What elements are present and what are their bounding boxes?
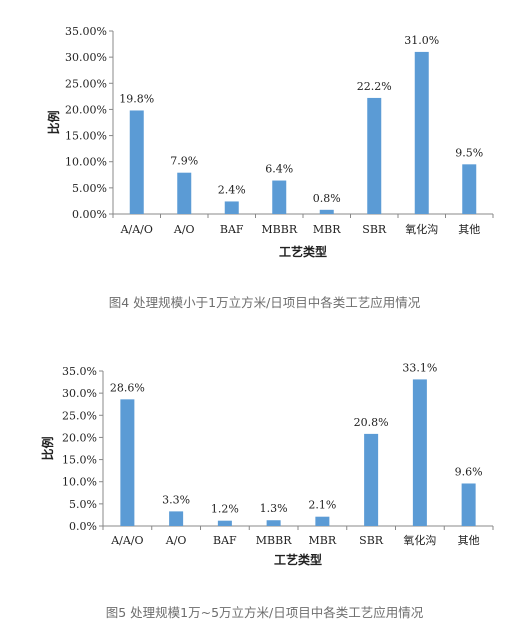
data-label: 1.3% [260,502,288,515]
bar [120,399,135,526]
data-label: 7.9% [170,155,198,168]
x-tick-label: MBR [309,534,337,547]
data-label: 9.5% [455,146,483,159]
bar [177,172,192,214]
bar [367,97,382,214]
y-axis-title: 比例 [46,110,61,134]
y-tick-label: 10.0% [62,476,97,489]
bar [412,379,427,526]
data-label: 3.3% [162,493,190,506]
data-label: 28.6% [110,381,145,394]
chart-figure-5: 0.0% 5.0% 10.0% 15.0% 20.0% 25.0% 30.0% 35.0% 28… [0,348,529,636]
x-tick-label: BAF [220,223,244,236]
bar [315,516,330,526]
data-label: 33.1% [402,361,437,374]
y-tick-label: 15.00% [65,130,107,143]
y-tick-label: 5.0% [69,498,97,511]
y-tick-label: 0.00% [72,208,107,221]
bar [461,483,476,526]
y-tick-label: 5.00% [72,182,107,195]
bar [169,511,184,526]
x-tick-label: 氧化沟 [405,222,438,236]
bar [462,164,477,214]
y-tick-label: 25.0% [62,409,97,422]
y-tick-label: 35.0% [62,365,97,378]
x-tick-label: SBR [362,223,387,236]
data-label: 22.2% [357,80,392,93]
x-tick-label: A/O [173,223,195,236]
x-tick-label: SBR [359,534,384,547]
y-tick-label: 20.0% [62,431,97,444]
y-tick-label: 30.0% [62,387,97,400]
data-label: 1.2% [211,503,239,516]
y-axis-title: 比例 [40,436,55,460]
bar [224,201,239,214]
y-tick-label: 10.00% [65,156,107,169]
bar [414,51,429,214]
data-label: 31.0% [404,34,439,47]
y-tick-label: 15.0% [62,454,97,467]
x-tick-label: MBBR [261,223,297,236]
data-label: 19.8% [119,92,154,105]
bar [129,110,144,214]
bar [266,520,281,526]
x-axis-title: 工艺类型 [274,552,322,567]
figure-caption: 图4 处理规模小于1万立方米/日项目中各类工艺应用情况 [108,295,421,310]
x-tick-label: BAF [213,534,237,547]
x-tick-label: 氧化沟 [403,533,436,547]
bar [272,180,287,214]
data-label: 6.4% [265,163,293,176]
bar-chart-4: 0.00% 5.00% 10.00% 15.00% 20.00% 25.00% 30.00%… [46,25,494,259]
y-tick-label: 20.00% [65,103,107,116]
data-label: 2.4% [218,183,246,196]
x-tick-label: MBR [313,223,341,236]
x-tick-label: A/A/O [110,534,143,547]
y-tick-label: 0.0% [69,520,97,533]
data-label: 2.1% [308,499,336,512]
data-label: 0.8% [313,192,341,205]
chart-figure-4: 0.00% 5.00% 10.00% 15.00% 20.00% 25.00% 30.00%… [46,25,494,310]
x-tick-label: 其他 [458,534,480,547]
data-label: 20.8% [354,416,389,429]
bar-chart-5: 0.0% 5.0% 10.0% 15.0% 20.0% 25.0% 30.0% 35.0% 28… [40,361,494,567]
y-tick-label: 35.00% [65,25,107,38]
x-tick-label: MBBR [256,534,292,547]
bar [364,433,379,526]
y-tick-label: 25.00% [65,77,107,90]
x-tick-label: A/O [165,534,187,547]
figure-caption: 图5 处理规模1万~5万立方米/日项目中各类工艺应用情况 [105,605,424,620]
bar [319,209,334,214]
y-tick-label: 30.00% [65,51,107,64]
data-label: 9.6% [455,465,483,478]
x-tick-label: A/A/O [120,223,153,236]
bar [217,520,232,526]
x-axis-title: 工艺类型 [279,244,327,259]
x-tick-label: 其他 [458,223,480,236]
